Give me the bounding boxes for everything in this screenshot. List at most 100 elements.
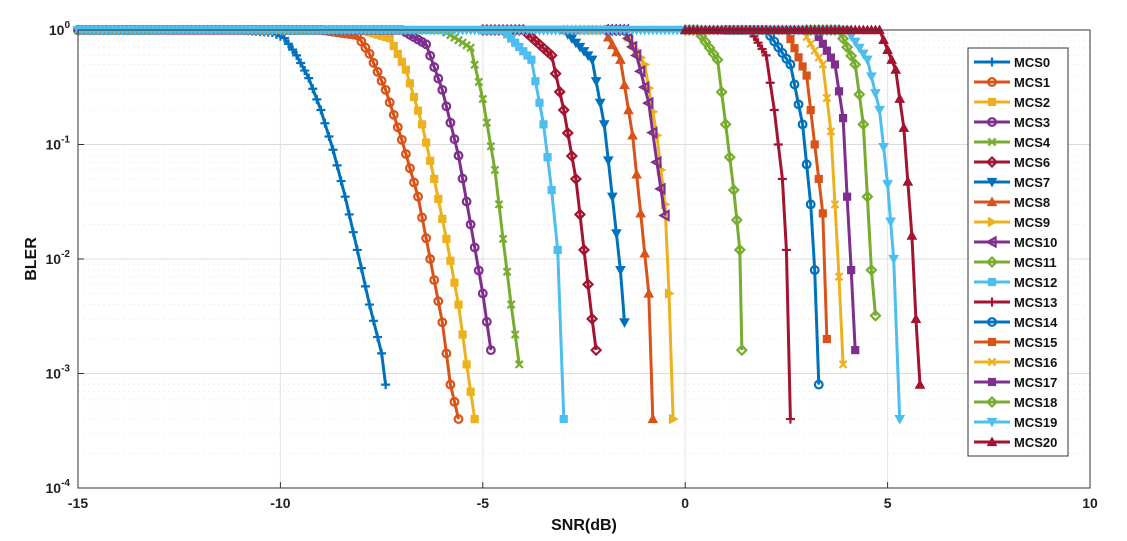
legend-label: MCS13 [1014, 295, 1057, 310]
data-point-mcs14 [797, 119, 808, 130]
data-point-mcs2 [434, 194, 443, 204]
legend-marker [987, 377, 997, 387]
data-point-mcs2 [458, 330, 467, 339]
legend-item: MCS13 [974, 295, 1057, 310]
legend-marker [987, 317, 997, 327]
legend-item: MCS16 [974, 355, 1057, 370]
data-point-mcs1 [441, 348, 452, 359]
data-point-mcs0 [296, 58, 306, 68]
data-point-mcs14 [813, 379, 824, 390]
data-point-mcs10 [629, 49, 642, 62]
data-point-mcs6 [573, 208, 587, 221]
data-point-mcs19 [870, 89, 881, 99]
legend-marker [987, 277, 997, 287]
data-point-mcs16 [818, 60, 828, 69]
data-point-mcs0 [288, 45, 298, 55]
data-point-mcs10 [658, 209, 670, 222]
legend-item: MCS4 [974, 135, 1051, 150]
y-tick-label: 100 [49, 20, 71, 38]
data-point-mcs10 [637, 80, 650, 94]
data-point-mcs0 [328, 145, 338, 155]
x-tick-label: -15 [68, 495, 88, 511]
data-point-mcs8 [627, 129, 638, 140]
data-point-mcs2 [454, 300, 463, 309]
legend-marker [987, 137, 997, 147]
data-point-mcs6 [549, 67, 562, 80]
legend-label: MCS18 [1014, 395, 1057, 410]
data-point-mcs19 [857, 49, 869, 60]
data-point-mcs12 [553, 245, 562, 255]
data-point-mcs0 [304, 73, 314, 83]
data-point-mcs0 [320, 118, 330, 128]
data-point-mcs13 [769, 105, 779, 115]
legend-item: MCS14 [974, 315, 1058, 330]
data-point-mcs0 [356, 263, 366, 273]
legend-marker [985, 155, 999, 169]
data-point-mcs15 [818, 209, 827, 218]
legend-label: MCS14 [1014, 315, 1058, 330]
data-point-mcs3 [469, 242, 480, 253]
legend-label: MCS10 [1014, 235, 1057, 250]
data-point-mcs3 [457, 173, 468, 184]
y-tick-label: 10-3 [46, 364, 71, 382]
data-point-mcs8 [643, 287, 655, 298]
data-point-mcs18 [869, 309, 882, 322]
legend-label: MCS19 [1014, 415, 1057, 430]
data-point-mcs7 [590, 77, 602, 87]
data-point-mcs10 [650, 155, 662, 169]
data-point-mcs7 [619, 318, 630, 328]
x-axis-label: SNR(dB) [551, 517, 617, 534]
data-point-mcs0 [352, 245, 362, 255]
legend-box [967, 47, 1069, 457]
data-point-mcs17 [851, 346, 860, 355]
data-point-mcs8 [631, 168, 642, 179]
data-point-mcs18 [849, 58, 862, 71]
legend-marker [987, 216, 998, 228]
data-point-mcs18 [861, 190, 874, 203]
data-point-mcs1 [380, 84, 391, 95]
data-point-mcs10 [625, 40, 638, 54]
y-tick-label: 10-1 [46, 135, 71, 153]
data-point-mcs1 [425, 254, 436, 264]
data-point-mcs9 [668, 413, 679, 425]
data-point-mcs8 [611, 46, 622, 57]
data-point-mcs20 [894, 93, 906, 103]
data-point-mcs8 [635, 207, 647, 218]
data-point-mcs4 [466, 43, 476, 53]
data-point-mcs18 [841, 41, 854, 54]
data-point-mcs4 [490, 165, 500, 175]
data-point-mcs10 [646, 126, 658, 140]
data-point-mcs4 [486, 141, 496, 151]
data-point-mcs11 [719, 118, 732, 131]
data-point-mcs3 [441, 101, 452, 112]
data-point-mcs0 [300, 66, 310, 76]
data-point-mcs16 [814, 53, 824, 62]
data-point-mcs19 [866, 72, 877, 83]
x-tick-labels: -15 -10 -5 0 5 10 [68, 482, 1098, 511]
legend-marker [987, 97, 997, 107]
data-point-mcs4 [478, 94, 488, 104]
data-point-mcs2 [417, 120, 427, 129]
legend-item: MCS6 [974, 155, 1050, 170]
data-point-mcs6 [590, 344, 603, 357]
data-point-mcs0 [360, 281, 370, 291]
data-point-mcs12 [531, 77, 540, 86]
data-point-mcs20 [890, 64, 902, 74]
data-point-mcs20 [910, 313, 922, 323]
data-point-mcs2 [422, 138, 431, 147]
data-point-mcs14 [793, 99, 804, 110]
data-point-mcs4 [482, 118, 492, 127]
data-point-mcs13 [761, 50, 771, 60]
data-point-mcs1 [429, 275, 440, 286]
data-point-mcs10 [633, 64, 646, 78]
legend-label: MCS16 [1014, 355, 1057, 370]
data-point-mcs0 [381, 380, 391, 390]
legend-item: MCS2 [974, 95, 1050, 110]
data-point-mcs4 [498, 234, 508, 244]
data-point-mcs20 [882, 44, 893, 54]
data-point-mcs0 [340, 192, 350, 202]
data-point-mcs0 [373, 332, 383, 342]
data-point-mcs7 [611, 229, 622, 239]
data-point-mcs20 [914, 379, 926, 389]
data-point-mcs3 [485, 345, 496, 356]
